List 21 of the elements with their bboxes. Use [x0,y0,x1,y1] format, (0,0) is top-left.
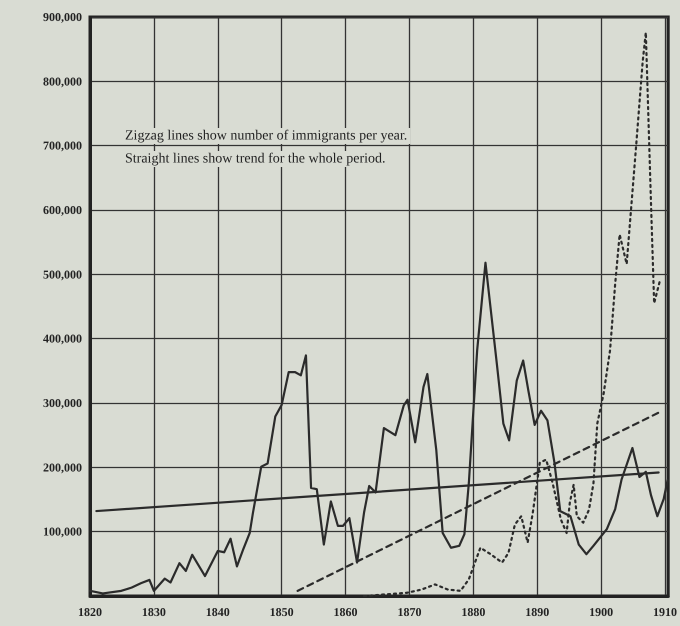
annotation: Straight lines show trend for the whole period. [125,152,386,166]
y-tick-label: 900,000 [43,10,82,24]
x-tick-label: 1820 [78,605,102,619]
x-tick-label: 1890 [525,605,550,619]
x-tick-label: 1900 [589,605,614,619]
y-tick-label: 300,000 [43,396,82,410]
x-tick-label: 1880 [461,605,486,619]
x-tick-label: 1850 [270,605,294,619]
y-tick-label: 100,000 [43,524,82,539]
x-tick-label: 1870 [397,605,422,619]
y-tick-label: 700,000 [43,138,82,153]
y-tick-label: 400,000 [43,332,82,346]
annotation: Zigzag lines show number of immigrants per year. [125,128,408,144]
y-tick-label: 500,000 [43,267,82,282]
x-tick-label: 1840 [206,605,230,619]
x-tick-label: 1910 [653,605,677,619]
y-tick-label: 600,000 [43,203,82,217]
x-tick-label: 1830 [142,605,166,619]
y-tick-label: 800,000 [43,74,82,88]
x-tick-label: 1860 [334,605,358,619]
y-tick-label: 200,000 [43,460,82,474]
